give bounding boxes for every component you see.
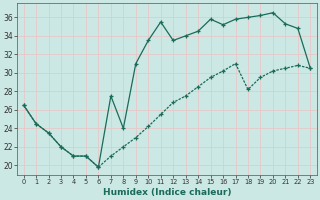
X-axis label: Humidex (Indice chaleur): Humidex (Indice chaleur): [103, 188, 231, 197]
